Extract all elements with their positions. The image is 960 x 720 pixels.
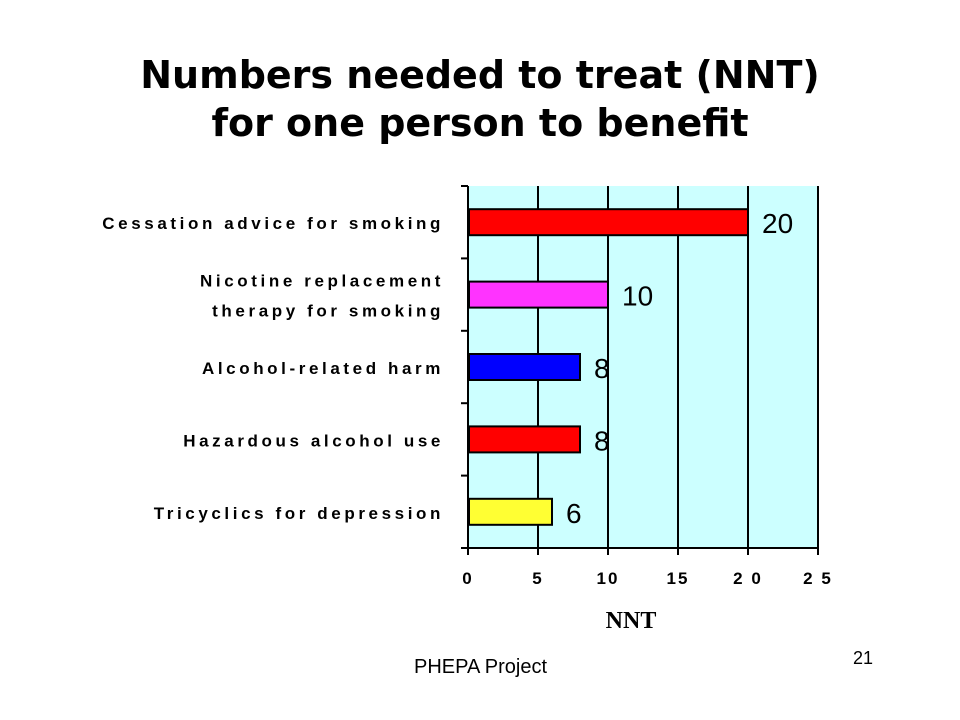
data-label-3: 8 [594, 425, 610, 456]
x-tick-label-2: 10 [597, 569, 620, 588]
bar-2 [468, 353, 581, 381]
category-label-2: Alcohol-related harm [202, 359, 444, 378]
category-label-4: Tricyclics for depression [154, 504, 444, 523]
category-label-1-0: Nicotine replacement [200, 272, 444, 291]
bar-3 [468, 425, 581, 454]
data-label-2: 8 [594, 353, 610, 384]
x-tick-label-0: 0 [462, 569, 473, 588]
data-label-0: 20 [762, 208, 793, 239]
category-label-1-1: therapy for smoking [212, 302, 444, 321]
category-label-0: Cessation advice for smoking [102, 214, 444, 233]
bar-0 [468, 208, 749, 237]
x-axis-title: NNT [606, 608, 657, 634]
x-tick-label-3: 15 [667, 569, 690, 588]
slide-title-line2: for one person to benefit [211, 101, 749, 145]
bar-4 [468, 497, 553, 526]
x-tick-label-5: 2 5 [803, 569, 833, 588]
data-label-1: 10 [622, 281, 653, 312]
slide-title-line1: Numbers needed to treat (NNT) [140, 53, 820, 97]
x-tick-label-4: 2 0 [733, 569, 763, 588]
data-label-4: 6 [566, 498, 582, 529]
page-number: 21 [853, 648, 874, 668]
footer-project-name: PHEPA Project [414, 656, 548, 678]
category-label-3: Hazardous alcohol use [183, 431, 444, 450]
bar-1 [468, 280, 609, 309]
x-tick-label-1: 5 [532, 569, 543, 588]
